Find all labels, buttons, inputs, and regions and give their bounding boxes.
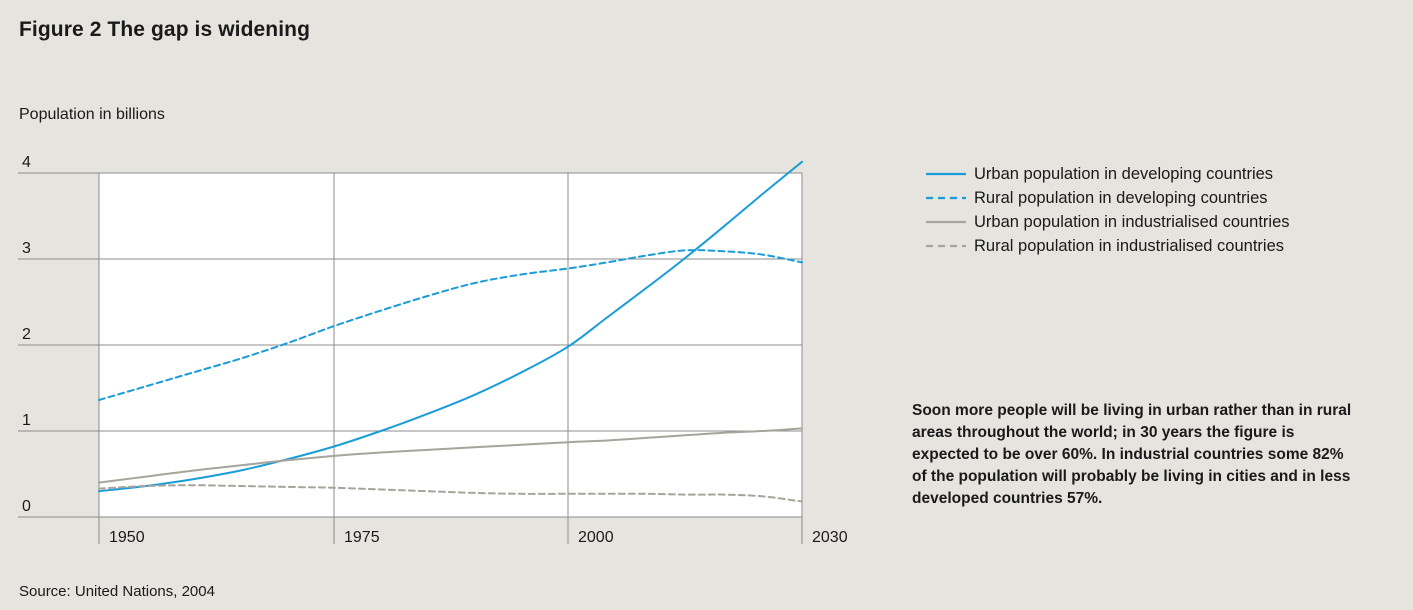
x-tick-label: 1950 bbox=[109, 529, 145, 546]
y-tick-label: 0 bbox=[22, 498, 31, 515]
x-tick-label: 2030 bbox=[812, 529, 848, 546]
legend-swatch-solid-grey bbox=[926, 220, 966, 224]
series-line-3 bbox=[98, 484, 803, 503]
series-layer bbox=[98, 160, 803, 503]
y-tick-label: 2 bbox=[22, 326, 31, 343]
legend-swatch-solid-blue bbox=[926, 172, 966, 176]
series-line-1 bbox=[98, 249, 803, 401]
legend-label: Urban population in developing countries bbox=[974, 164, 1274, 183]
series-line-0 bbox=[98, 160, 803, 493]
legend-label: Rural population in industrialised count… bbox=[974, 236, 1285, 255]
source-note: Source: United Nations, 2004 bbox=[19, 583, 215, 600]
legend-item-rural-developing: Rural population in developing countries bbox=[926, 186, 1290, 210]
x-tick-label: 2000 bbox=[578, 529, 614, 546]
legend-swatch-dashed-blue bbox=[926, 196, 966, 200]
legend-label: Urban population in industrialised count… bbox=[974, 212, 1290, 231]
series-line-2 bbox=[98, 427, 803, 484]
legend-item-rural-industrialised: Rural population in industrialised count… bbox=[926, 234, 1290, 258]
tick-layer: 0 1 2 3 4 1950 1975 2000 2030 bbox=[22, 154, 848, 546]
legend-item-urban-industrialised: Urban population in industrialised count… bbox=[926, 210, 1290, 234]
x-tick-label: 1975 bbox=[344, 529, 380, 546]
legend-item-urban-developing: Urban population in developing countries bbox=[926, 162, 1290, 186]
y-tick-label: 4 bbox=[22, 154, 31, 171]
chart-title: Figure 2 The gap is widening bbox=[19, 18, 310, 41]
y-tick-label: 1 bbox=[22, 412, 31, 429]
grid-layer bbox=[18, 172, 803, 544]
legend-label: Rural population in developing countries bbox=[974, 188, 1268, 207]
annotation-note: Soon more people will be living in urban… bbox=[912, 402, 1352, 507]
y-tick-label: 3 bbox=[22, 240, 31, 257]
y-axis-label: Population in billions bbox=[19, 106, 165, 123]
legend: Urban population in developing countries… bbox=[926, 162, 1290, 258]
legend-swatch-dashed-grey bbox=[926, 244, 966, 248]
